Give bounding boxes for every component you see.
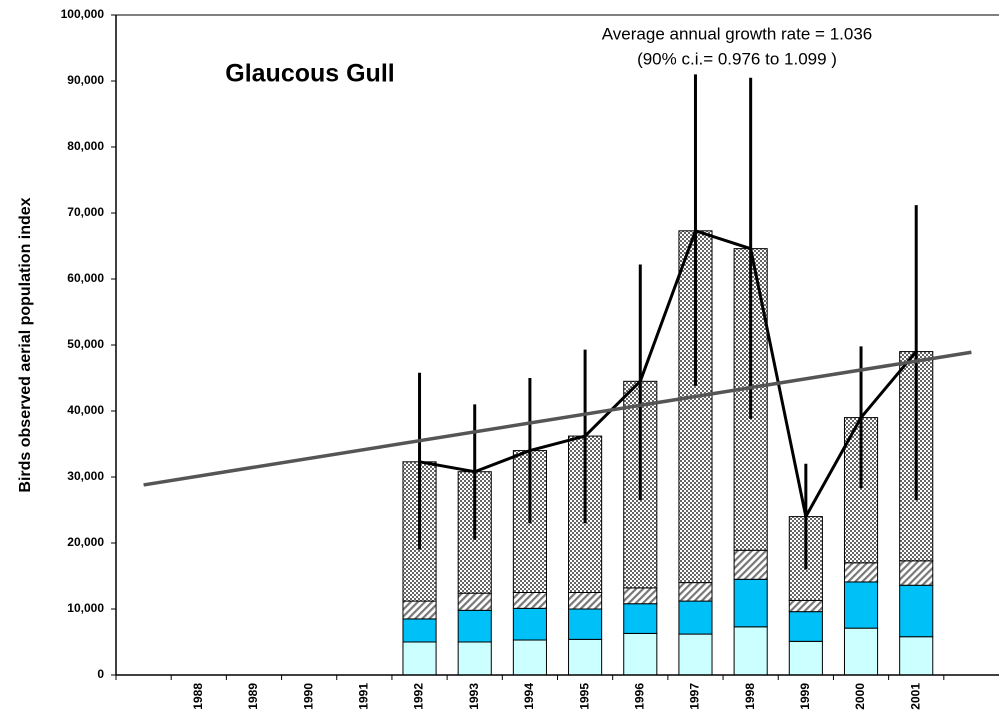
x-tick-label: 1997 — [688, 683, 702, 710]
bar-segment — [733, 626, 768, 676]
bar-segment — [512, 639, 547, 676]
bar-segment — [512, 607, 547, 641]
bar-segment — [623, 632, 658, 676]
y-tick-label: 40,000 — [67, 403, 104, 417]
bar-segment — [568, 638, 603, 676]
y-tick-label: 100,000 — [61, 7, 105, 21]
y-axis-label: Birds observed aerial population index — [17, 197, 34, 492]
bar-segment — [568, 608, 603, 640]
bar-segment — [843, 627, 879, 676]
y-tick-label: 80,000 — [67, 139, 104, 153]
x-tick-label: 1998 — [743, 683, 757, 710]
total-line — [419, 228, 918, 521]
bar-segment — [457, 641, 492, 676]
x-tick-label: 1996 — [632, 683, 646, 710]
x-tick-label: 1988 — [191, 683, 205, 710]
trend-line — [143, 350, 972, 487]
y-tick-label: 50,000 — [67, 337, 104, 351]
chart-title: Glaucous Gull — [225, 60, 394, 88]
bar-segment — [843, 581, 879, 629]
bar-segment — [678, 600, 713, 635]
x-tick-label: 1994 — [522, 683, 536, 710]
bar-segment — [402, 618, 437, 643]
bar-segment — [899, 584, 934, 638]
bar-segment — [623, 603, 658, 634]
x-tick-label: 1991 — [357, 683, 371, 710]
bar-segment — [788, 640, 823, 676]
bar-segment — [402, 641, 437, 676]
bar-segment — [678, 633, 713, 676]
x-tick-label: 1989 — [246, 683, 260, 710]
bar-segment — [457, 592, 492, 611]
bar-segment — [457, 609, 492, 643]
x-tick-label: 1993 — [467, 683, 481, 710]
bar-segment — [402, 600, 437, 620]
bar-segment — [733, 549, 768, 580]
annotation: (90% c.i.= 0.976 to 1.099 ) — [637, 49, 837, 68]
x-tick-label: 1999 — [798, 683, 812, 710]
bar-segment — [733, 578, 768, 628]
x-tick-label: 1992 — [412, 683, 426, 710]
x-tick-label: 2000 — [853, 683, 867, 710]
bar-segment — [788, 599, 823, 613]
y-tick-label: 70,000 — [67, 205, 104, 219]
x-tick-label: 1995 — [577, 683, 591, 710]
y-tick-label: 20,000 — [67, 535, 104, 549]
y-tick-label: 10,000 — [67, 601, 104, 615]
bar-segment — [623, 587, 658, 605]
bar-segment — [512, 592, 547, 609]
bar-segment — [568, 592, 603, 610]
annotation: Average annual growth rate = 1.036 — [602, 24, 872, 43]
bar-segment — [678, 582, 713, 602]
bar-segment — [899, 636, 934, 676]
y-tick-label: 60,000 — [67, 271, 104, 285]
y-tick-label: 90,000 — [67, 73, 104, 87]
bar-segment — [843, 562, 879, 583]
bar-segment — [899, 560, 934, 586]
x-tick-label: 2001 — [908, 683, 922, 710]
y-tick-label: 30,000 — [67, 469, 104, 483]
x-tick-label: 1990 — [301, 683, 315, 710]
y-tick-label: 0 — [97, 667, 104, 681]
bar-segment — [788, 611, 823, 642]
